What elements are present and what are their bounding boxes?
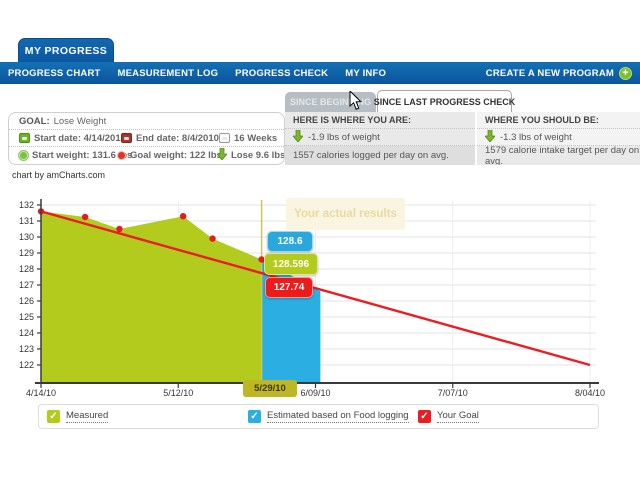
here-weight-text: -1.9 lbs of weight xyxy=(308,131,380,143)
chart-legend: ✓ Measured ✓ Estimated based on Food log… xyxy=(38,404,599,429)
end-date-item: End date: 8/4/2010 xyxy=(121,133,219,144)
should-calories-row: 1579 calorie intake target per day on av… xyxy=(477,144,640,166)
goal-row: GOAL: Lose Weight xyxy=(9,113,284,130)
here-panel-title: HERE IS WHERE YOU ARE: xyxy=(285,112,475,129)
svg-text:6/09/10: 6/09/10 xyxy=(300,388,330,398)
tab-since-beginning-label: SINCE BEGINNING xyxy=(289,97,371,107)
goal-label: GOAL: xyxy=(19,115,50,127)
should-calories-text: 1579 calorie intake target per day on av… xyxy=(485,144,640,166)
svg-text:5/12/10: 5/12/10 xyxy=(163,388,193,398)
here-panel: HERE IS WHERE YOU ARE: -1.9 lbs of weigh… xyxy=(285,112,475,165)
your-goal-checkbox-icon[interactable]: ✓ xyxy=(418,410,431,423)
tab-since-last-label: SINCE LAST PROGRESS CHECK xyxy=(373,96,516,107)
start-date-item: Start date: 4/14/2010 xyxy=(19,133,126,144)
svg-text:7/07/10: 7/07/10 xyxy=(438,388,468,398)
lose-item: Lose 9.6 lbs xyxy=(216,147,285,163)
goal-value: Lose Weight xyxy=(53,115,107,127)
create-new-program-label: CREATE A NEW PROGRAM xyxy=(485,67,614,79)
start-date-text: Start date: 4/14/2010 xyxy=(34,132,126,144)
start-date-calendar-icon xyxy=(19,133,30,143)
duration-text: 16 Weeks xyxy=(234,132,278,144)
svg-text:4/14/10: 4/14/10 xyxy=(26,388,56,398)
svg-text:126: 126 xyxy=(19,296,34,306)
main-navbar: PROGRESS CHART MEASUREMENT LOG PROGRESS … xyxy=(0,62,640,84)
goal-weights-row: Start weight: 131.6 lbs Goal weight: 122… xyxy=(9,147,284,164)
goal-weight-dot-icon xyxy=(117,151,126,160)
nav-item-measurement-log[interactable]: MEASUREMENT LOG xyxy=(117,67,219,79)
legend-item-estimated[interactable]: ✓ Estimated based on Food logging xyxy=(248,410,409,423)
end-date-text: End date: 8/4/2010 xyxy=(136,132,219,144)
here-down-arrow-icon xyxy=(292,129,304,145)
start-weight-dot-icon xyxy=(19,151,28,160)
legend-measured-label[interactable]: Measured xyxy=(66,410,109,423)
start-weight-text: Start weight: 131.6 lbs xyxy=(32,150,133,161)
svg-text:129: 129 xyxy=(19,248,34,258)
measured-checkbox-icon[interactable]: ✓ xyxy=(47,410,60,423)
nav-item-my-info[interactable]: MY INFO xyxy=(345,67,387,79)
svg-text:123: 123 xyxy=(19,344,34,354)
selected-date-balloon: 5/29/10 xyxy=(243,380,297,397)
goal-dates-row: Start date: 4/14/2010 End date: 8/4/2010… xyxy=(9,130,284,147)
my-progress-tab-label: MY PROGRESS xyxy=(24,44,108,57)
goal-weight-text: Goal weight: 122 lbs xyxy=(130,150,222,161)
duration-calendar-icon xyxy=(219,133,230,143)
nav-item-progress-chart[interactable]: PROGRESS CHART xyxy=(8,67,101,79)
should-weight-text: -1.3 lbs of weight xyxy=(500,131,572,143)
nav-items: PROGRESS CHART MEASUREMENT LOG PROGRESS … xyxy=(0,68,386,79)
svg-text:122: 122 xyxy=(19,360,34,370)
end-date-calendar-icon xyxy=(121,133,132,143)
plus-circle-icon: + xyxy=(619,66,632,80)
should-weight-row: -1.3 lbs of weight xyxy=(477,129,640,146)
actual-results-tooltip: Your actual results xyxy=(286,198,405,230)
goal-value-balloon: 127.74 xyxy=(265,277,313,298)
progress-chart[interactable]: 132 131 130 129 128 127 126 125 124 123 122 4/14/10… xyxy=(0,195,640,440)
here-calories-text: 1557 calories logged per day on avg. xyxy=(293,150,449,161)
goal-panel: GOAL: Lose Weight Start date: 4/14/2010 … xyxy=(8,112,285,165)
amcharts-credit-link[interactable]: chart by amCharts.com xyxy=(12,170,106,180)
progress-chart-svg[interactable]: 132 131 130 129 128 127 126 125 124 123 122 4/14/10… xyxy=(0,195,640,440)
nav-item-progress-check[interactable]: PROGRESS CHECK xyxy=(235,67,329,79)
svg-text:131: 131 xyxy=(19,216,34,226)
create-new-program-button[interactable]: CREATE A NEW PROGRAM + xyxy=(486,62,632,84)
duration-item: 16 Weeks xyxy=(219,133,277,144)
should-down-arrow-icon xyxy=(484,129,496,145)
svg-text:127: 127 xyxy=(19,280,34,290)
my-progress-tab[interactable]: MY PROGRESS xyxy=(18,38,114,62)
lose-text: Lose 9.6 lbs xyxy=(231,150,285,161)
legend-item-measured[interactable]: ✓ Measured xyxy=(47,410,109,423)
legend-item-your-goal[interactable]: ✓ Your Goal xyxy=(418,410,479,423)
svg-text:124: 124 xyxy=(19,328,34,338)
goal-weight-item: Goal weight: 122 lbs xyxy=(117,150,222,161)
mouse-cursor-icon xyxy=(349,89,363,116)
svg-text:128: 128 xyxy=(19,264,34,274)
measured-value-balloon: 128.596 xyxy=(264,253,318,275)
legend-your-goal-label[interactable]: Your Goal xyxy=(437,410,479,423)
here-weight-row: -1.9 lbs of weight xyxy=(285,129,475,146)
should-panel: WHERE YOU SHOULD BE: -1.3 lbs of weight … xyxy=(477,112,640,165)
svg-text:130: 130 xyxy=(19,232,34,242)
svg-text:125: 125 xyxy=(19,312,34,322)
legend-estimated-label[interactable]: Estimated based on Food logging xyxy=(267,410,409,423)
svg-text:8/04/10: 8/04/10 xyxy=(575,388,605,398)
start-weight-item: Start weight: 131.6 lbs xyxy=(19,150,132,161)
estimated-checkbox-icon[interactable]: ✓ xyxy=(248,410,261,423)
svg-text:132: 132 xyxy=(19,200,34,210)
tab-since-last-progress-check[interactable]: SINCE LAST PROGRESS CHECK xyxy=(374,90,515,112)
lose-down-arrow-icon xyxy=(216,147,228,163)
estimated-value-balloon: 128.6 xyxy=(267,231,313,252)
here-calories-row: 1557 calories logged per day on avg. xyxy=(285,146,475,165)
should-panel-title: WHERE YOU SHOULD BE: xyxy=(477,112,640,129)
